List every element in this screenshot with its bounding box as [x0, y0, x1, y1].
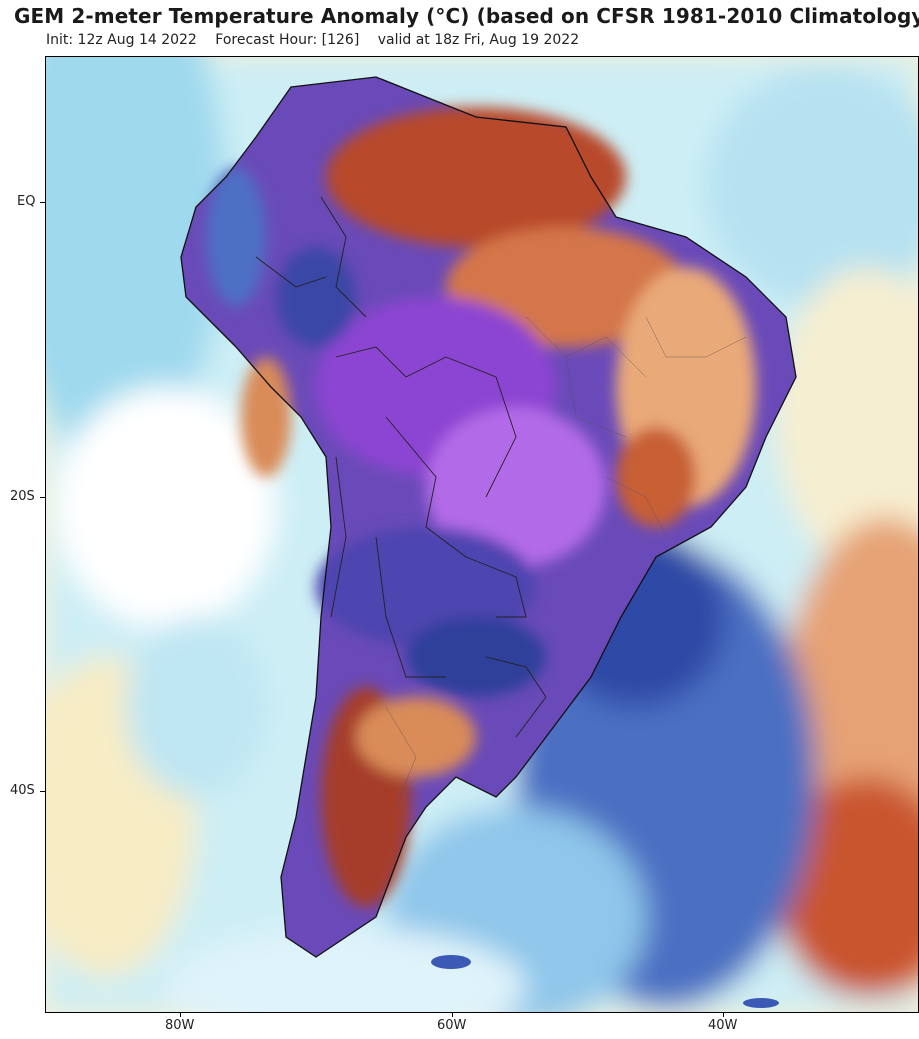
- lat-label-eq: EQ: [17, 194, 36, 209]
- map-subtitle: Init: 12z Aug 14 2022 Forecast Hour: [12…: [46, 32, 593, 48]
- lat-tick-20s: [40, 497, 45, 498]
- state-borders: [385, 316, 747, 808]
- lon-label-40w: 40W: [708, 1018, 738, 1033]
- map-title: GEM 2-meter Temperature Anomaly (°C) (ba…: [14, 4, 919, 28]
- lon-tick-80w: [180, 1012, 181, 1017]
- init-time: Init: 12z Aug 14 2022: [46, 32, 197, 48]
- lat-tick-eq: [40, 202, 45, 203]
- lat-label-20s: 20S: [10, 489, 35, 504]
- lat-tick-40s: [40, 791, 45, 792]
- country-borders: [255, 196, 547, 738]
- coastline: [180, 76, 797, 958]
- lon-label-60w: 60W: [437, 1018, 467, 1033]
- lon-tick-60w: [452, 1012, 453, 1017]
- anomaly-map: [45, 56, 919, 1013]
- valid-time: valid at 18z Fri, Aug 19 2022: [377, 32, 580, 48]
- lon-label-80w: 80W: [165, 1018, 195, 1033]
- islands: [431, 955, 779, 1008]
- lat-label-40s: 40S: [10, 783, 35, 798]
- lon-tick-40w: [723, 1012, 724, 1017]
- anomaly-map-svg: [46, 57, 918, 1012]
- land-anomaly-field: [180, 76, 797, 1008]
- forecast-hour: Forecast Hour: [126]: [215, 32, 360, 48]
